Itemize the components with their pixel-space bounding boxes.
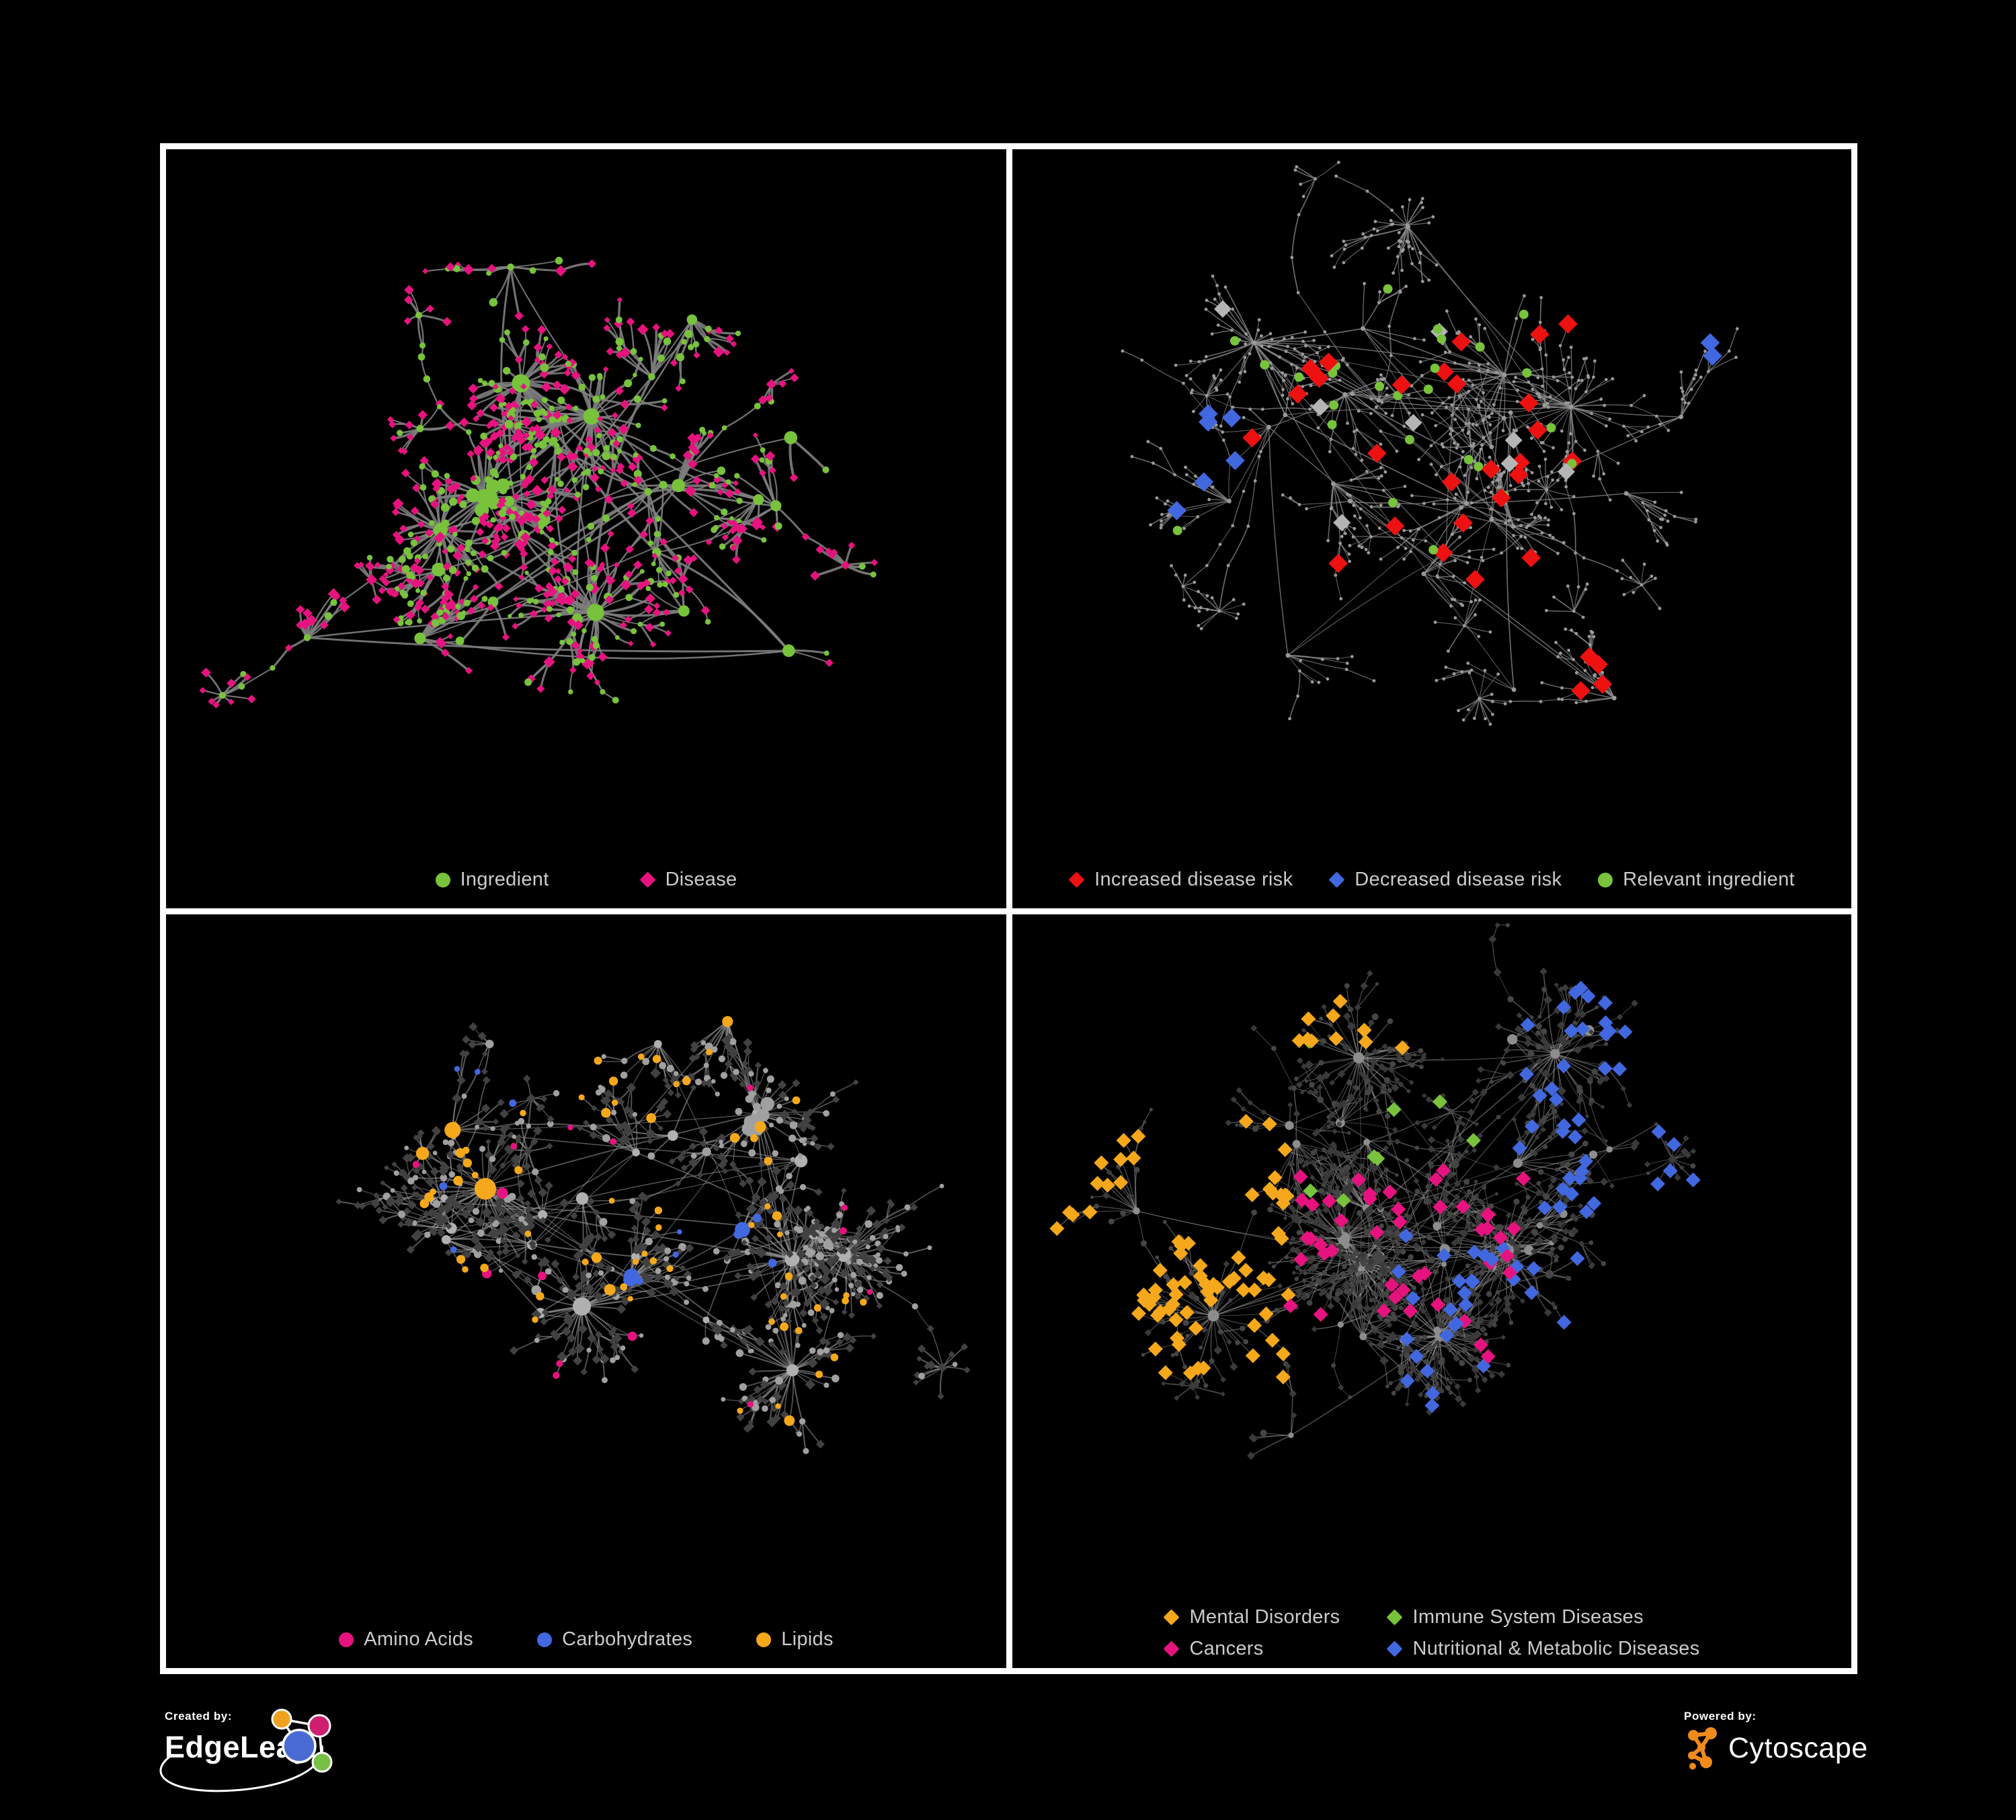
network-graph-ingredient-disease — [199, 256, 878, 709]
legend-item: Cancers — [1163, 1638, 1340, 1660]
panel-disease-category-network: Mental Disorders Immune System Diseases Ca… — [1006, 908, 1857, 1674]
legend-item: Disease — [639, 869, 737, 891]
legend-label: Disease — [665, 869, 737, 890]
legend-label: Decreased disease risk — [1355, 869, 1562, 890]
panel-disease-risk-network: Increased disease risk Decreased disease … — [1006, 143, 1857, 914]
legend-item: Increased disease risk — [1068, 869, 1293, 891]
legend-marker-diamond — [1386, 1609, 1403, 1626]
legend-item: Nutritional & Metabolic Diseases — [1386, 1638, 1700, 1660]
legend-marker-circle — [537, 1632, 553, 1647]
cytoscape-wordmark: Cytoscape — [1728, 1731, 1868, 1764]
legend-label: Increased disease risk — [1094, 869, 1293, 890]
legend-marker-diamond — [1386, 1640, 1403, 1657]
legend-item: Amino Acids — [339, 1628, 473, 1651]
legend-label: Ingredient — [460, 869, 549, 890]
legend-label: Amino Acids — [364, 1628, 474, 1650]
legend-nutrient-class: Amino Acids Carbohydrates Lipids — [166, 1628, 1006, 1651]
legend-label: Mental Disorders — [1189, 1606, 1340, 1628]
cytoscape-icon — [1688, 1727, 1717, 1770]
legend-label: Lipids — [781, 1628, 834, 1650]
legend-label: Nutritional & Metabolic Diseases — [1412, 1638, 1700, 1659]
created-by-label: Created by: — [165, 1710, 233, 1723]
panel-ingredient-disease-network: Ingredient Disease — [160, 143, 1012, 914]
legend-disease-category: Mental Disorders Immune System Diseases Ca… — [1012, 1606, 1851, 1660]
legend-marker-circle — [435, 872, 450, 887]
legend-marker-circle — [1598, 872, 1613, 887]
legend-label: Immune System Diseases — [1412, 1606, 1644, 1628]
legend-marker-diamond — [1163, 1640, 1180, 1657]
legend-item: Lipids — [756, 1628, 834, 1651]
legend-item: Ingredient — [435, 869, 549, 891]
legend-marker-diamond — [1163, 1609, 1180, 1626]
legend-item: Decreased disease risk — [1328, 869, 1562, 891]
legend-ingredient-disease: Ingredient Disease — [166, 869, 1006, 891]
legend-label: Carbohydrates — [562, 1628, 693, 1650]
powered-by-block: Powered by: — [1684, 1710, 1886, 1797]
legend-label: Cancers — [1189, 1638, 1264, 1659]
legend-label: Relevant ingredient — [1623, 869, 1795, 890]
legend-item: Mental Disorders — [1163, 1606, 1340, 1628]
legend-marker-diamond — [1328, 871, 1345, 888]
legend-marker-diamond — [639, 871, 656, 888]
panel-nutrient-class-network: Amino Acids Carbohydrates Lipids — [160, 908, 1012, 1674]
legend-marker-circle — [339, 1632, 354, 1647]
legend-item: Carbohydrates — [537, 1628, 692, 1651]
powered-by-label: Powered by: — [1684, 1710, 1757, 1723]
legend-disease-risk: Increased disease risk Decreased disease … — [1012, 869, 1851, 891]
legend-marker-diamond — [1068, 871, 1085, 888]
network-graph-disease-risk — [1121, 161, 1739, 726]
created-by-block: Created by: EdgeLeap — [159, 1708, 393, 1817]
network-graph-nutrient-class — [335, 1016, 971, 1454]
legend-marker-circle — [756, 1632, 772, 1647]
legend-item: Immune System Diseases — [1386, 1606, 1699, 1628]
edgeleap-logo-icon — [271, 1708, 333, 1773]
network-graph-disease-category — [1049, 922, 1701, 1460]
legend-item: Relevant ingredient — [1598, 869, 1795, 891]
